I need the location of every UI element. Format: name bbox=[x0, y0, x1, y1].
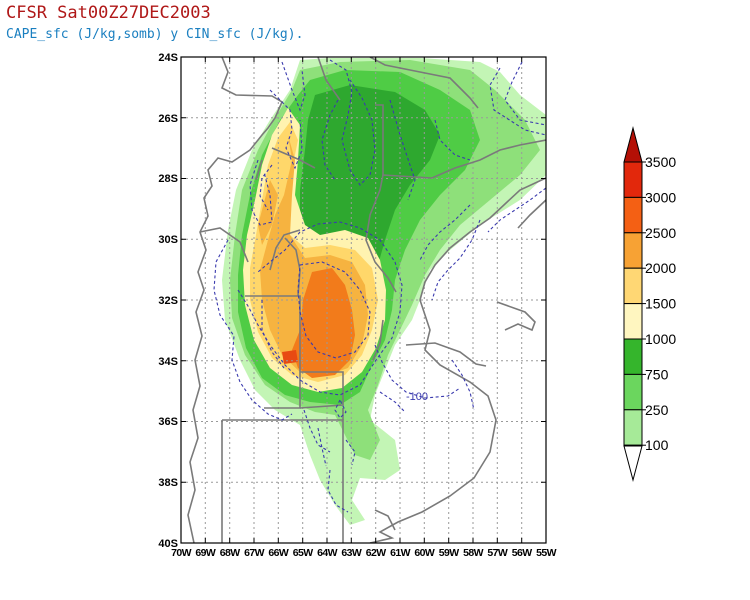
lon-label: 62W bbox=[366, 547, 386, 559]
latitude-labels: 24S 26S 28S 30S 32S 34S 36S 38S 40S bbox=[158, 52, 178, 550]
cape-fill-3500 bbox=[282, 350, 298, 364]
lat-label: 26S bbox=[158, 113, 178, 125]
map-area: -100 bbox=[181, 57, 546, 543]
lat-label: 40S bbox=[158, 538, 178, 550]
lat-label: 28S bbox=[158, 173, 178, 185]
colorbar-top-arrow bbox=[623, 126, 643, 163]
lon-label: 60W bbox=[414, 547, 434, 559]
colorbar-segment bbox=[623, 267, 643, 305]
colorbar-label: 3000 bbox=[645, 189, 676, 205]
colorbar-segment bbox=[623, 373, 643, 411]
colorbar-label: 2500 bbox=[645, 225, 676, 241]
lat-label: 30S bbox=[158, 234, 178, 246]
lon-label: 56W bbox=[512, 547, 532, 559]
lon-label: 61W bbox=[390, 547, 410, 559]
plot-subtitle: CAPE_sfc (J/kg,somb) y CIN_sfc (J/kg). bbox=[6, 27, 304, 42]
lon-label: 64W bbox=[317, 547, 337, 559]
colorbar-label: 750 bbox=[645, 366, 669, 382]
colorbar-label: 2000 bbox=[645, 260, 676, 276]
lon-label: 58W bbox=[463, 547, 483, 559]
longitude-labels: 70W 69W 68W 67W 66W 65W 64W 63W 62W 61W … bbox=[171, 547, 557, 559]
lon-label: 65W bbox=[293, 547, 313, 559]
lat-label: 38S bbox=[158, 477, 178, 489]
colorbar-label: 3500 bbox=[645, 154, 676, 170]
cape-fill-1000 bbox=[300, 85, 440, 270]
colorbar-segment bbox=[623, 409, 643, 446]
lat-label: 24S bbox=[158, 52, 178, 64]
lon-label: 66W bbox=[268, 547, 288, 559]
colorbar-label: 1000 bbox=[645, 331, 676, 347]
lon-label: 57W bbox=[487, 547, 507, 559]
colorbar-segment bbox=[623, 338, 643, 375]
lon-label: 69W bbox=[195, 547, 215, 559]
colorbar-label: 100 bbox=[645, 437, 669, 453]
lon-label: 59W bbox=[439, 547, 459, 559]
colorbar-segment bbox=[623, 303, 643, 340]
lon-label: 70W bbox=[171, 547, 191, 559]
lat-label: 32S bbox=[158, 295, 178, 307]
lon-label: 68W bbox=[220, 547, 240, 559]
lon-label: 63W bbox=[341, 547, 361, 559]
colorbar-label: 1500 bbox=[645, 296, 676, 312]
colorbar-bottom-arrow bbox=[623, 445, 643, 482]
cin-contour-label: -100 bbox=[406, 391, 428, 403]
colorbar-labels: 3500 3000 2500 2000 1500 1000 750 250 10… bbox=[645, 154, 676, 453]
lat-label: 36S bbox=[158, 416, 178, 428]
colorbar bbox=[623, 126, 646, 482]
colorbar-label: 250 bbox=[645, 402, 669, 418]
colorbar-segment bbox=[623, 232, 643, 269]
colorbar-segment bbox=[623, 196, 643, 234]
lon-label: 67W bbox=[244, 547, 264, 559]
lat-lon-grid bbox=[181, 57, 546, 543]
cin-contours bbox=[213, 59, 546, 513]
lon-label: 55W bbox=[536, 547, 556, 559]
lat-label: 34S bbox=[158, 356, 178, 368]
colorbar-segment bbox=[623, 161, 643, 198]
axis-ticks bbox=[181, 56, 546, 543]
political-borders bbox=[187, 57, 546, 543]
plot-title: CFSR Sat00Z27DEC2003 bbox=[6, 3, 211, 23]
cape-fill-3000 bbox=[292, 268, 355, 378]
